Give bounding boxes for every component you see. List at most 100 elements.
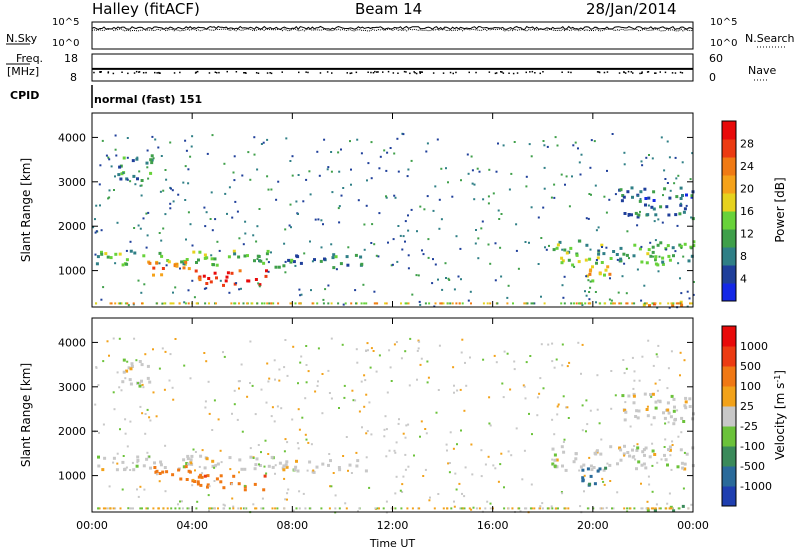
noise-cell	[460, 278, 462, 281]
noise-cell	[593, 140, 596, 143]
clutter-cell	[407, 302, 410, 305]
clutter-cell	[187, 302, 190, 305]
noise-cell	[577, 147, 579, 150]
clutter-cell	[538, 507, 540, 510]
noise-cell	[267, 270, 270, 273]
nave-point	[93, 71, 95, 74]
noise-cell	[386, 151, 389, 154]
echo-cell	[678, 212, 682, 216]
noise-cell	[460, 179, 462, 182]
noise-cell	[530, 483, 533, 486]
echo-cell	[222, 486, 226, 490]
noise-cell	[370, 433, 373, 436]
noise-cell	[411, 293, 414, 296]
echo-cell	[588, 482, 592, 486]
noise-cell	[274, 464, 277, 467]
nave-point	[624, 72, 627, 74]
noise-cell	[196, 500, 199, 503]
echo-cell	[122, 370, 126, 374]
noise-cell	[205, 211, 208, 214]
colorbar-swatch	[722, 283, 736, 302]
echo-cell	[228, 456, 232, 460]
noise-cell	[636, 443, 639, 446]
noise-cell	[554, 136, 557, 139]
nave-point	[664, 71, 667, 74]
noise-cell	[108, 189, 111, 192]
noise-cell	[431, 282, 434, 285]
clutter-cell	[512, 302, 514, 305]
noise-cell	[397, 225, 400, 227]
noise-cell	[679, 202, 682, 205]
noise-cell	[467, 172, 470, 175]
echo-cell	[593, 451, 597, 455]
echo-cell	[623, 212, 627, 215]
colorbar-frame	[721, 325, 737, 507]
noise-cell	[568, 205, 571, 208]
noise-cell	[266, 138, 269, 141]
noise-cell	[249, 340, 252, 343]
noise-cell	[127, 507, 130, 510]
noise-cell	[322, 223, 324, 226]
nave-point	[133, 72, 136, 74]
noise-cell	[652, 364, 655, 367]
echo-cell	[195, 261, 198, 264]
noise-cell	[446, 449, 448, 452]
noise-cell	[601, 246, 603, 248]
echo-cell	[145, 161, 149, 165]
noise-cell	[377, 255, 380, 258]
noise-cell	[297, 408, 300, 411]
nave-point	[173, 72, 176, 74]
noise-cell	[116, 452, 119, 455]
noise-cell	[657, 344, 660, 347]
echo-cell	[603, 273, 606, 277]
noise-cell	[330, 397, 333, 400]
clutter-cell	[478, 507, 481, 510]
echo-cell	[668, 258, 672, 262]
noise-cell	[144, 413, 147, 415]
noise-cell	[646, 500, 649, 503]
noise-cell	[546, 145, 549, 148]
noise-cell	[530, 155, 533, 158]
noise-cell	[405, 424, 408, 427]
echo-cell	[294, 465, 298, 469]
noise-cell	[299, 294, 302, 297]
nave-point	[127, 72, 129, 75]
echo-cell	[192, 250, 196, 254]
echo-cell	[296, 469, 300, 473]
noise-cell	[656, 306, 659, 309]
noise-cell	[179, 500, 181, 503]
noise-cell	[492, 464, 495, 467]
noise-cell	[487, 195, 490, 198]
noise-cell	[676, 224, 679, 227]
echo-cell	[674, 417, 677, 421]
echo-cell	[572, 460, 576, 464]
noise-cell	[152, 391, 155, 394]
echo-cell	[182, 262, 186, 266]
echo-cell	[197, 258, 200, 262]
noise-cell	[426, 195, 429, 198]
noise-cell	[387, 241, 389, 244]
noise-cell	[158, 480, 161, 483]
noise-cell	[602, 480, 605, 483]
echo-cell	[560, 445, 564, 449]
echo-cell	[120, 172, 124, 176]
noise-cell	[459, 388, 462, 391]
y-tick-label: 2000	[58, 425, 86, 438]
noise-cell	[106, 340, 109, 343]
echo-cell	[254, 278, 258, 281]
nave-point	[319, 72, 322, 74]
noise-cell	[542, 206, 545, 209]
noise-cell	[133, 337, 136, 340]
noise-cell	[571, 175, 573, 178]
noise-cell	[596, 374, 599, 377]
noise-cell	[367, 162, 370, 165]
clutter-cell	[424, 302, 427, 305]
nave-point	[196, 70, 199, 73]
clutter-cell	[524, 507, 526, 510]
echo-cell	[654, 213, 658, 217]
noise-cell	[449, 431, 452, 434]
noise-cell	[669, 454, 672, 457]
echo-cell	[129, 382, 133, 386]
noise-cell	[455, 488, 458, 491]
noise-cell	[94, 231, 97, 234]
